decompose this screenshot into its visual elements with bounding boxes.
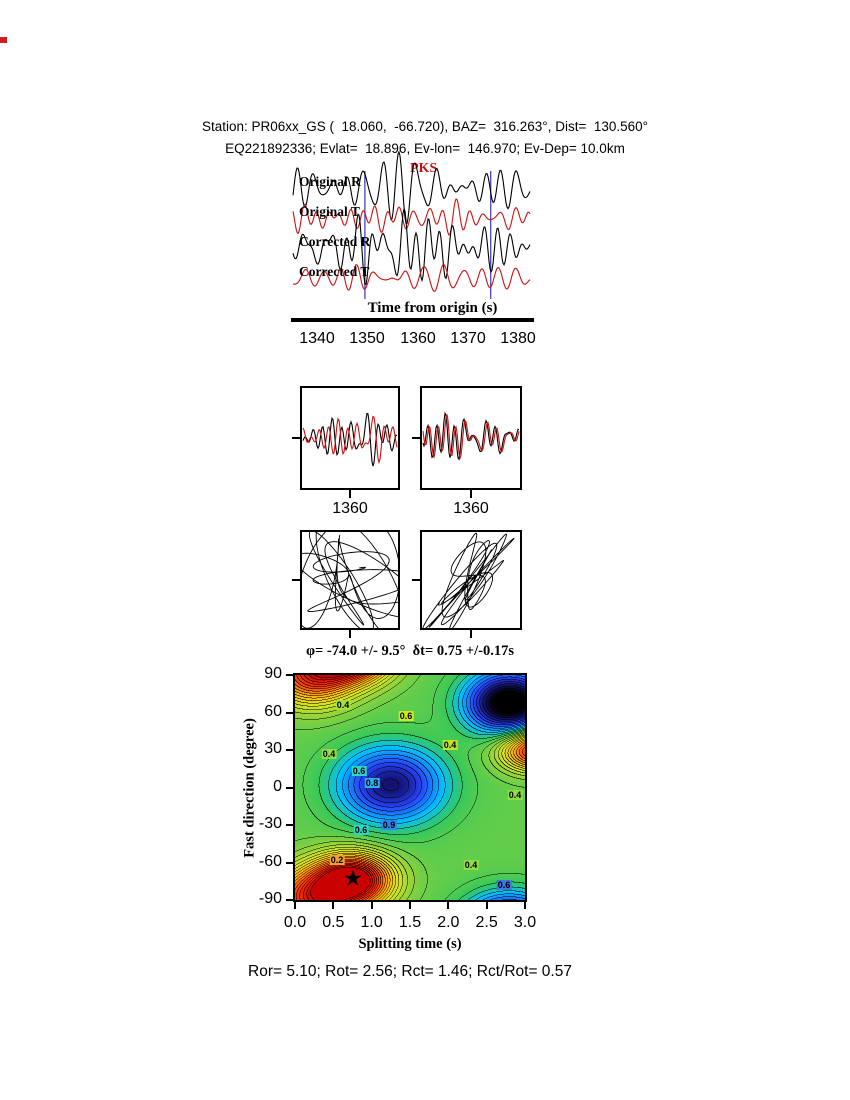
best-solution-star: ★ <box>343 866 363 892</box>
contour-level-label: 0.2 <box>329 855 345 865</box>
left-axis-tick <box>292 579 300 581</box>
splitting-time-tick-label: 2.5 <box>475 914 498 931</box>
time-tick-label: 1380 <box>500 330 536 347</box>
fast-direction-axis-tick <box>286 899 293 901</box>
fast-direction-tick-label: 60 <box>264 702 282 720</box>
left-axis-tick <box>412 579 420 581</box>
footer-stats: Ror= 5.10; Rot= 2.56; Rct= 1.46; Rct/Rot… <box>248 963 572 980</box>
contour-level-label: 0.6 <box>353 825 369 835</box>
comparison-box <box>420 386 522 490</box>
bottom-axis-tick <box>470 490 472 498</box>
misfit-frame <box>293 673 527 902</box>
splitting-time-axis-tick <box>524 902 526 909</box>
time-axis-bar <box>291 318 534 322</box>
splitting-time-axis-tick <box>332 902 335 909</box>
contour-level-label: 0.4 <box>442 740 458 750</box>
bottom-axis-tick <box>349 630 351 638</box>
fast-direction-tick-label: -30 <box>258 815 282 832</box>
splitting-time-tick-label: 3.0 <box>513 914 537 931</box>
time-tick-label: 1340 <box>299 330 335 347</box>
particle-motion-svg <box>300 530 400 630</box>
splitting-time-axis-tick <box>447 902 450 909</box>
splitting-time-tick-label: 1.0 <box>360 914 383 931</box>
trace-label: Original R <box>299 174 361 189</box>
header-line-2: EQ221892336; Evlat= 18.896, Ev-lon= 146.… <box>225 141 625 156</box>
splitting-time-axis-tick <box>409 902 411 909</box>
trace-label: Corrected R <box>299 234 371 249</box>
misfit-contour-canvas <box>295 675 525 900</box>
left-axis-tick <box>292 437 300 439</box>
time-tick-label: 1350 <box>349 330 385 347</box>
fast-direction-tick-label: -60 <box>258 852 282 870</box>
waveform-traces-svg <box>292 150 531 299</box>
fast-direction-tick-label: 30 <box>264 740 282 757</box>
fast-direction-axis-tick <box>286 711 293 714</box>
comparison-box <box>300 386 400 490</box>
comparison-waves-svg <box>302 412 398 467</box>
fast-direction-tick-label: 0 <box>273 777 282 795</box>
splitting-time-tick-label: 1.5 <box>398 914 422 931</box>
comparison-waves-svg <box>422 411 520 461</box>
splitting-time-tick-label: 0.5 <box>322 914 345 931</box>
bottom-axis-tick <box>470 630 472 638</box>
contour-level-label: 0.6 <box>398 711 414 721</box>
time-axis-label: Time from origin (s) <box>367 300 498 316</box>
contour-level-label: 0.4 <box>321 749 337 759</box>
fast-direction-axis-tick <box>286 786 293 789</box>
bottom-axis-tick <box>349 490 351 498</box>
splitting-time-axis-tick <box>294 902 296 909</box>
particle-box <box>420 530 522 630</box>
particle-motion-svg <box>422 532 515 630</box>
fast-direction-axis-tick <box>286 749 293 751</box>
splitting-time-axis-tick <box>485 902 488 909</box>
left-axis-tick <box>412 437 420 439</box>
time-tick-label: 1370 <box>450 330 486 347</box>
trace-label: Original T <box>299 204 360 219</box>
window-tick-label: 1360 <box>453 500 489 517</box>
trace-label: Corrected T <box>299 264 370 279</box>
splitting-time-tick-label: 2.0 <box>437 914 460 931</box>
contour-level-label: 0.6 <box>351 766 367 776</box>
fast-direction-tick-label: -90 <box>258 890 282 907</box>
contour-level-label: 0.8 <box>364 778 380 788</box>
fast-direction-axis-tick <box>286 824 293 826</box>
phase-label: PKS <box>410 161 438 176</box>
splitting-time-tick-label: 0.0 <box>283 914 307 931</box>
contour-level-label: 0.4 <box>335 700 351 710</box>
fast-direction-axis-tick <box>286 674 293 676</box>
time-tick-label: 1360 <box>400 330 436 347</box>
particle-box <box>300 530 400 630</box>
contour-level-label: 0.4 <box>463 860 479 870</box>
contour-level-label: 0.9 <box>381 820 397 830</box>
edge-artifact-mark <box>0 37 7 43</box>
splitting-time-axis-tick <box>370 902 373 909</box>
window-tick-label: 1360 <box>332 500 368 517</box>
header-line-1: Station: PR06xx_GS ( 18.060, -66.720), B… <box>201 119 649 134</box>
fast-direction-axis-tick <box>286 861 293 864</box>
contour-level-label: 0.4 <box>507 790 523 800</box>
fast-direction-tick-label: 90 <box>264 665 282 682</box>
misfit-title: φ= -74.0 +/- 9.5° δt= 0.75 +/-0.17s <box>305 643 515 659</box>
splitting-time-axis-label: Splitting time (s) <box>358 936 462 952</box>
contour-level-label: 0.6 <box>496 880 512 890</box>
